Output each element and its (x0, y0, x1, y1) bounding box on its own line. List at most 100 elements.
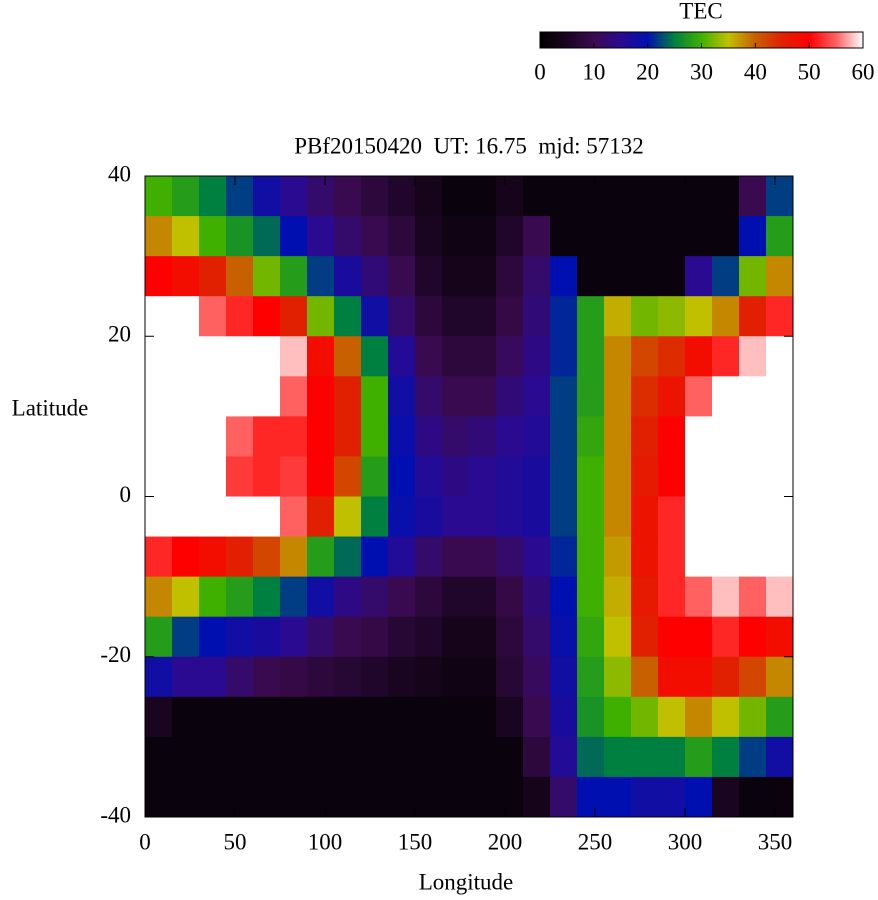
heat-cell (253, 496, 281, 538)
heat-cell (307, 216, 335, 257)
heat-cell (226, 376, 254, 417)
heat-cell (766, 296, 794, 337)
heat-cell (496, 336, 524, 377)
heat-cell (469, 296, 497, 337)
heat-cell (604, 696, 632, 738)
heat-cell (739, 656, 767, 698)
heat-cell (550, 256, 578, 297)
heat-cell (577, 416, 605, 457)
heat-cell (334, 496, 362, 538)
heat-cell (739, 376, 767, 417)
heat-cell (145, 576, 173, 618)
heat-cell (469, 616, 497, 658)
heat-cell (388, 576, 416, 618)
heat-cell (496, 776, 524, 818)
heat-cell (280, 696, 308, 738)
heat-cell (469, 536, 497, 578)
heat-cell (280, 216, 308, 257)
heat-cell (415, 656, 443, 698)
heat-cell (604, 256, 632, 297)
heat-cell (442, 736, 470, 778)
heat-cell (145, 656, 173, 698)
heat-cell (658, 376, 686, 417)
heat-cell (226, 456, 254, 497)
heat-cell (712, 496, 740, 538)
heat-cell (469, 256, 497, 297)
heat-cell (442, 256, 470, 297)
heat-cell (415, 736, 443, 778)
heat-cell (280, 336, 308, 377)
heat-cell (631, 176, 659, 217)
heat-cell (550, 336, 578, 377)
heat-cell (577, 216, 605, 257)
heat-cell (712, 296, 740, 337)
heat-cell (253, 456, 281, 497)
heat-cell (442, 176, 470, 217)
heat-cell (199, 256, 227, 297)
heat-cell (739, 496, 767, 538)
heat-cell (388, 216, 416, 257)
heat-cell (766, 216, 794, 257)
heat-cell (631, 256, 659, 297)
heat-cell (280, 736, 308, 778)
heat-cell (523, 216, 551, 257)
heat-cell (145, 216, 173, 257)
heat-cell (550, 536, 578, 578)
heat-cell (442, 776, 470, 818)
x-tick-label: 100 (308, 829, 343, 854)
heat-cell (766, 656, 794, 698)
heat-cell (631, 496, 659, 538)
heat-cell (766, 376, 794, 417)
heat-cell (145, 616, 173, 658)
heat-cell (145, 736, 173, 778)
heat-cell (253, 336, 281, 377)
heat-cell (415, 616, 443, 658)
heat-cell (334, 296, 362, 337)
heat-cell (307, 456, 335, 497)
heat-cell (442, 576, 470, 618)
heat-cell (388, 256, 416, 297)
heat-cell (550, 376, 578, 417)
heat-cell (172, 656, 200, 698)
heat-cell (172, 176, 200, 217)
heat-cell (469, 576, 497, 618)
y-tick-label: 0 (120, 482, 132, 507)
heat-cell (766, 736, 794, 778)
heat-cell (172, 496, 200, 538)
heat-cell (658, 216, 686, 257)
heat-cell (712, 776, 740, 818)
heat-cell (253, 416, 281, 457)
heat-cell (739, 616, 767, 658)
heat-cell (253, 736, 281, 778)
heat-cell (361, 736, 389, 778)
heat-cell (226, 296, 254, 337)
heat-cell (577, 576, 605, 618)
heat-cell (442, 336, 470, 377)
heat-cell (577, 776, 605, 818)
colorbar-tick-label: 40 (744, 59, 767, 84)
heat-cell (415, 176, 443, 217)
heat-cell (523, 496, 551, 538)
heat-cell (334, 456, 362, 497)
chart-title: PBf20150420 UT: 16.75 mjd: 57132 (294, 133, 644, 158)
heat-cell (523, 176, 551, 217)
heat-cell (523, 736, 551, 778)
heat-cell (739, 536, 767, 578)
heat-cell (388, 656, 416, 698)
heat-cell (388, 416, 416, 457)
heat-cell (712, 216, 740, 257)
heat-cell (334, 576, 362, 618)
heat-cell (145, 336, 173, 377)
heat-cell (307, 736, 335, 778)
heat-cell (226, 336, 254, 377)
heat-cell (712, 456, 740, 497)
heat-cell (469, 416, 497, 457)
heat-cell (199, 376, 227, 417)
heat-cell (253, 776, 281, 818)
heat-cell (469, 776, 497, 818)
heat-cell (550, 176, 578, 217)
heat-cell (523, 416, 551, 457)
x-tick-label: 0 (139, 829, 151, 854)
heat-cell (577, 496, 605, 538)
